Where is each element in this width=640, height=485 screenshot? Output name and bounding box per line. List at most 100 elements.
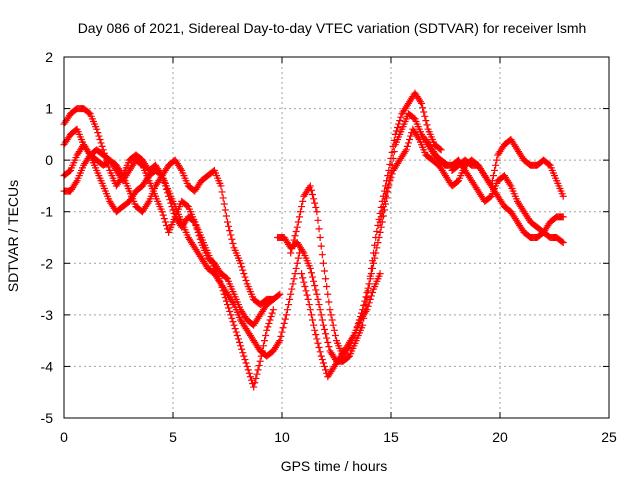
- data-point: [72, 178, 80, 186]
- data-point: [253, 370, 261, 378]
- data-point: [310, 321, 318, 329]
- data-point: [242, 359, 250, 367]
- data-point: [310, 277, 318, 285]
- data-point: [302, 287, 310, 295]
- y-tick-label: -1: [41, 204, 54, 220]
- data-point: [237, 259, 245, 267]
- data-point: [252, 374, 260, 382]
- data-point: [306, 182, 314, 190]
- data-point: [264, 323, 272, 331]
- data-point: [299, 274, 307, 282]
- data-point: [422, 117, 430, 125]
- data-point: [239, 266, 247, 274]
- data-point: [362, 307, 370, 315]
- data-point: [397, 113, 405, 121]
- data-point: [169, 206, 177, 214]
- series-4: [60, 125, 277, 329]
- x-tick-label: 15: [383, 429, 399, 445]
- data-point: [241, 356, 249, 364]
- data-point: [376, 270, 384, 278]
- data-point: [379, 203, 387, 211]
- data-point: [267, 313, 275, 321]
- data-point: [265, 319, 273, 327]
- data-point: [318, 316, 326, 324]
- data-point: [313, 290, 321, 298]
- data-point: [221, 294, 229, 302]
- data-point: [330, 326, 338, 334]
- data-point: [324, 338, 332, 346]
- data-point: [325, 343, 333, 351]
- data-point: [97, 139, 105, 147]
- data-point: [321, 325, 329, 333]
- data-point: [251, 379, 259, 387]
- data-point: [94, 129, 102, 137]
- data-point: [382, 192, 390, 200]
- data-point: [313, 335, 321, 343]
- data-point: [316, 348, 324, 356]
- data-point: [276, 290, 284, 298]
- data-point: [378, 208, 386, 216]
- data-point: [385, 180, 393, 188]
- data-point: [219, 287, 227, 295]
- data-point: [225, 304, 233, 312]
- data-point: [291, 232, 299, 240]
- data-point: [321, 267, 329, 275]
- data-point: [366, 295, 374, 303]
- data-point: [298, 270, 306, 278]
- data-point: [325, 298, 333, 306]
- data-point: [375, 234, 383, 241]
- data-point: [307, 186, 315, 194]
- data-point: [317, 352, 325, 360]
- data-point: [256, 357, 264, 365]
- data-point: [244, 366, 252, 374]
- data-point: [312, 203, 320, 211]
- data-point: [221, 206, 229, 214]
- data-point: [240, 352, 248, 360]
- data-point: [436, 145, 444, 153]
- chart-title: Day 086 of 2021, Sidereal Day-to-day VTE…: [78, 20, 587, 36]
- y-tick-label: -5: [41, 410, 54, 426]
- data-point: [418, 99, 426, 107]
- data-point: [311, 282, 319, 290]
- data-point: [222, 297, 230, 305]
- data-point: [317, 311, 325, 319]
- data-point: [290, 236, 298, 244]
- series-8: [376, 125, 567, 241]
- data-point: [421, 112, 429, 120]
- data-point: [240, 270, 248, 278]
- data-point: [229, 240, 237, 248]
- data-point: [195, 232, 203, 240]
- data-point: [160, 215, 168, 223]
- data-point: [285, 301, 293, 309]
- data-point: [420, 108, 428, 116]
- data-point: [227, 231, 235, 239]
- data-point: [235, 338, 243, 346]
- data-point: [331, 331, 339, 339]
- plot-frame: [63, 56, 610, 419]
- data-point: [370, 259, 378, 267]
- data-point: [281, 315, 289, 323]
- data-point: [394, 123, 402, 131]
- data-point: [386, 177, 394, 185]
- data-point: [318, 356, 326, 364]
- data-point: [255, 362, 263, 370]
- data-point: [269, 295, 277, 303]
- data-point: [220, 290, 228, 298]
- data-point: [319, 259, 327, 267]
- data-point: [362, 293, 370, 301]
- data-point: [376, 228, 384, 236]
- y-axis-label: SDTVAR / TECUs: [5, 180, 21, 292]
- data-point: [277, 332, 285, 340]
- data-point: [383, 187, 391, 195]
- data-point: [246, 373, 254, 381]
- data-point: [327, 311, 335, 319]
- data-point: [299, 197, 307, 205]
- data-point: [318, 251, 326, 259]
- data-point: [301, 282, 309, 290]
- data-point: [158, 208, 166, 216]
- data-point: [287, 249, 295, 257]
- data-point: [374, 239, 382, 247]
- data-point: [401, 148, 409, 156]
- data-point: [93, 125, 101, 133]
